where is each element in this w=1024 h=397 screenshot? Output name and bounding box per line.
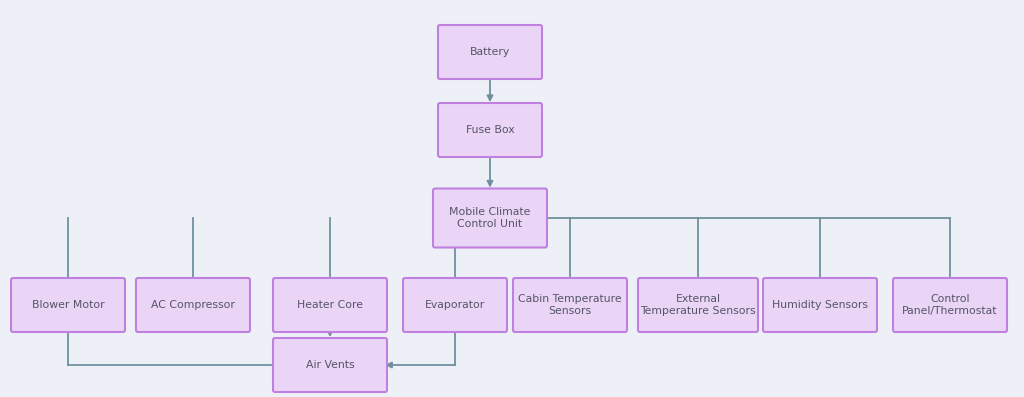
FancyBboxPatch shape — [763, 278, 877, 332]
Text: Heater Core: Heater Core — [297, 300, 362, 310]
FancyBboxPatch shape — [273, 338, 387, 392]
Text: External
Temperature Sensors: External Temperature Sensors — [640, 294, 756, 316]
Text: Blower Motor: Blower Motor — [32, 300, 104, 310]
Text: Air Vents: Air Vents — [306, 360, 354, 370]
FancyBboxPatch shape — [433, 189, 547, 247]
FancyBboxPatch shape — [136, 278, 250, 332]
FancyBboxPatch shape — [893, 278, 1007, 332]
FancyBboxPatch shape — [11, 278, 125, 332]
FancyBboxPatch shape — [403, 278, 507, 332]
FancyBboxPatch shape — [273, 278, 387, 332]
Text: Control
Panel/Thermostat: Control Panel/Thermostat — [902, 294, 997, 316]
Text: Humidity Sensors: Humidity Sensors — [772, 300, 868, 310]
Text: Cabin Temperature
Sensors: Cabin Temperature Sensors — [518, 294, 622, 316]
Text: AC Compressor: AC Compressor — [152, 300, 234, 310]
FancyBboxPatch shape — [638, 278, 758, 332]
FancyBboxPatch shape — [513, 278, 627, 332]
Text: Mobile Climate
Control Unit: Mobile Climate Control Unit — [450, 207, 530, 229]
Text: Battery: Battery — [470, 47, 510, 57]
FancyBboxPatch shape — [438, 103, 542, 157]
Text: Fuse Box: Fuse Box — [466, 125, 514, 135]
Text: Evaporator: Evaporator — [425, 300, 485, 310]
FancyBboxPatch shape — [438, 25, 542, 79]
